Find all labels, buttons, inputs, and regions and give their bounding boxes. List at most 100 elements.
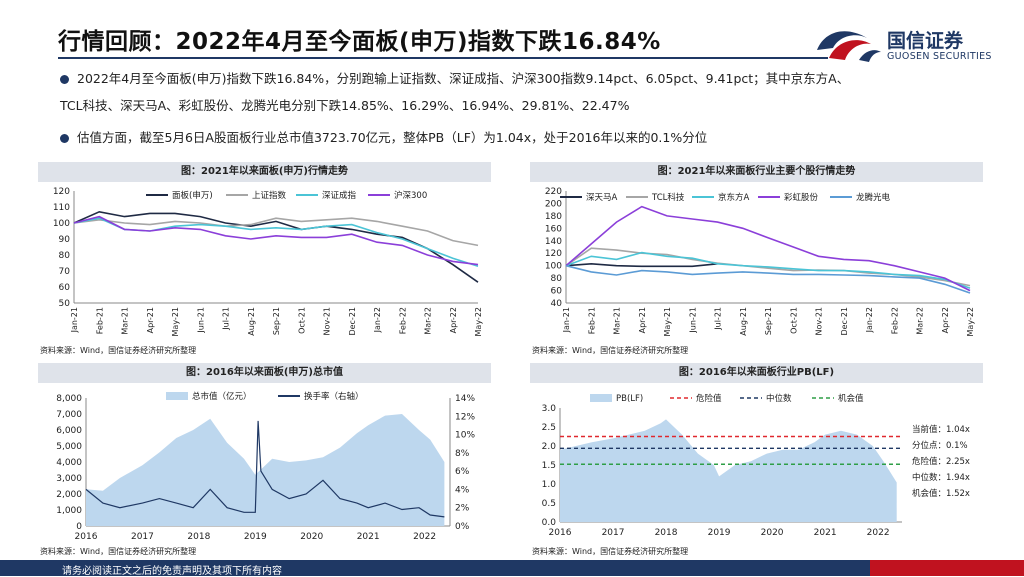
x-tick-label: May-22 xyxy=(474,307,483,336)
x-tick-label: 2019 xyxy=(708,528,731,538)
chart-panel-index-trend: 50 60 70 80 90 100 110 120 Jan-21 Feb-21 Mar-21 Apr… xyxy=(53,187,483,336)
legend-label: PB(LF) xyxy=(616,394,643,404)
y2-tick-label: 2% xyxy=(455,504,470,514)
x-tick-label: Jan-22 xyxy=(865,307,874,333)
x-tick-label: Feb-22 xyxy=(890,307,899,334)
legend-label: 上证指数 xyxy=(252,190,287,201)
x-tick-label: Jul-21 xyxy=(714,307,723,331)
y-tick-label: 1.5 xyxy=(542,461,556,471)
y-tick-label: 8,000 xyxy=(56,394,82,404)
x-tick-label: 2022 xyxy=(413,532,436,542)
legend-swatch xyxy=(166,392,188,400)
legend-label: 危险值 xyxy=(696,393,722,404)
series-line-2 xyxy=(73,217,479,267)
x-tick-label: Apr-21 xyxy=(638,307,647,333)
y-tick-label: 1.0 xyxy=(542,480,557,490)
series-line-0 xyxy=(73,210,479,283)
legend-label: 换手率（右轴） xyxy=(304,391,364,402)
x-tick-label: Apr-21 xyxy=(146,307,155,333)
x-tick-label: 2020 xyxy=(300,532,323,542)
y-tick-label: 220 xyxy=(545,187,562,197)
y-tick-label: 7,000 xyxy=(56,410,82,420)
annotation-label: 分位点：0.1% xyxy=(912,440,968,451)
x-tick-label: 2018 xyxy=(655,528,678,538)
footer-accent xyxy=(870,560,1024,576)
y-tick-label: 1,000 xyxy=(56,506,82,516)
y2-tick-label: 12% xyxy=(455,412,475,422)
y-tick-label: 3.0 xyxy=(542,404,557,414)
y2-tick-label: 8% xyxy=(455,449,470,459)
chart-panel-pb: 0.0 0.5 1.0 1.5 2.0 2.5 3.0 2016 2017 2018 2019 202… xyxy=(542,393,970,538)
y-tick-label: 90 xyxy=(59,235,71,245)
series-line-0 xyxy=(565,262,718,268)
logo-name: 国信证券 xyxy=(887,30,964,52)
x-tick-label: Jul-21 xyxy=(222,307,231,331)
x-tick-label: Mar-22 xyxy=(916,307,925,335)
bullet-text: 估值方面，截至5月6日A股面板行业总市值3723.70亿元，整体PB（LF）为1… xyxy=(77,130,708,145)
x-tick-label: May-22 xyxy=(966,307,975,336)
y2-tick-label: 6% xyxy=(455,467,470,477)
logo-name-en: GUOSEN SECURITIES xyxy=(887,51,992,62)
bullet-dot-icon xyxy=(60,134,69,143)
chart4-source: 资料来源：Wind，国信证券经济研究所整理 xyxy=(532,547,689,556)
y-tick-label: 140 xyxy=(545,237,562,247)
legend-swatch xyxy=(590,394,612,402)
x-tick-label: 2021 xyxy=(357,532,380,542)
x-tick-label: May-21 xyxy=(663,307,672,336)
chart-panel-market-cap: 0 1,000 2,000 3,000 4,000 5,000 6,000 7,000 8,00… xyxy=(56,391,475,542)
x-tick-label: Oct-21 xyxy=(789,307,798,334)
x-tick-label: Jan-21 xyxy=(70,307,79,333)
y-tick-label: 100 xyxy=(545,262,562,272)
y-tick-label: 180 xyxy=(545,212,562,222)
annotation-label: 中位数：1.94x xyxy=(912,472,970,483)
x-tick-label: 2022 xyxy=(867,528,890,538)
y-tick-label: 200 xyxy=(545,199,562,209)
series-line-3 xyxy=(565,205,971,292)
logo-icon xyxy=(817,31,881,62)
chart1-source: 资料来源：Wind，国信证券经济研究所整理 xyxy=(40,346,197,355)
x-tick-label: Nov-21 xyxy=(815,307,824,335)
x-tick-label: Apr-22 xyxy=(941,307,950,333)
y-tick-label: 100 xyxy=(53,219,70,229)
legend-label: 总市值（亿元） xyxy=(192,391,252,402)
x-tick-label: Feb-22 xyxy=(398,307,407,334)
footer-bar xyxy=(0,560,1024,576)
y-tick-label: 120 xyxy=(53,187,70,197)
series-area-0 xyxy=(86,414,445,526)
y2-tick-label: 0% xyxy=(455,522,470,532)
y-tick-label: 120 xyxy=(545,249,562,259)
legend-label: 机会值 xyxy=(838,393,864,404)
x-tick-label: 2017 xyxy=(131,532,154,542)
x-tick-label: Dec-21 xyxy=(840,307,849,336)
legend-label: 沪深300 xyxy=(394,190,427,201)
bullet-dot-icon xyxy=(60,75,69,84)
x-tick-label: Aug-21 xyxy=(247,307,256,336)
chart4-title: 图：2016年以来面板行业PB(LF) xyxy=(530,363,983,383)
y-tick-label: 60 xyxy=(551,287,563,297)
x-tick-label: 2019 xyxy=(244,532,267,542)
y-tick-label: 0.5 xyxy=(542,499,556,509)
series-line-4 xyxy=(565,264,971,294)
y-tick-label: 2.0 xyxy=(542,442,557,452)
y-tick-label: 0 xyxy=(76,522,82,532)
series-area-0 xyxy=(560,419,897,522)
y-tick-label: 2.5 xyxy=(542,423,556,433)
x-tick-label: 2021 xyxy=(814,528,837,538)
page-title: 行情回顾：2022年4月至今面板(申万)指数下跌16.84% xyxy=(58,29,661,55)
legend-label: 面板(申万) xyxy=(172,190,213,201)
y-tick-label: 40 xyxy=(551,299,563,309)
chart-panel-stock-trend: 40 60 80 100 120 140 160 180 200 220 Jan-21 Feb-21 M… xyxy=(545,187,975,336)
x-tick-label: Feb-21 xyxy=(95,307,104,334)
series-line-2 xyxy=(565,251,971,289)
chart1-title: 图：2021年以来面板(申万)行情走势 xyxy=(38,162,491,182)
y-tick-label: 70 xyxy=(59,267,71,277)
y-tick-label: 60 xyxy=(59,283,71,293)
bullet-text-line1: 2022年4月至今面板(申万)指数下跌16.84%，分别跑输上证指数、深证成指、… xyxy=(77,71,850,86)
x-tick-label: Mar-22 xyxy=(424,307,433,335)
y-tick-label: 2,000 xyxy=(56,490,82,500)
y-tick-label: 160 xyxy=(545,224,562,234)
y2-tick-label: 4% xyxy=(455,485,470,495)
x-tick-label: 2018 xyxy=(187,532,210,542)
x-tick-label: Jun-21 xyxy=(688,307,697,334)
y-tick-label: 4,000 xyxy=(56,458,82,468)
